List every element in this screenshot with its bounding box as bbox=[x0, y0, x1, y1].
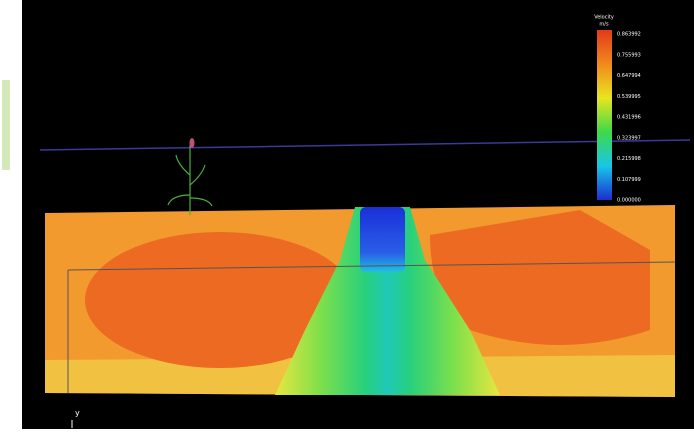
legend-label: 0.755993 bbox=[617, 52, 641, 58]
simulation-view: Velocity m/s 0.863992 0.755993 0.647994 0.5… bbox=[0, 0, 694, 429]
legend-label: 0.215998 bbox=[617, 156, 641, 162]
axis-label: y bbox=[75, 409, 80, 418]
legend-label: 0.000000 bbox=[617, 198, 641, 204]
legend-label: 0.539995 bbox=[617, 94, 641, 100]
colorbar bbox=[597, 30, 612, 200]
legend-title: Velocity bbox=[594, 15, 614, 21]
legend-labels: 0.863992 0.755993 0.647994 0.539995 0.431996… bbox=[617, 32, 641, 204]
legend-unit: m/s bbox=[599, 22, 609, 28]
page: Velocity m/s 0.863992 0.755993 0.647994 0.5… bbox=[0, 0, 694, 429]
left-margin bbox=[0, 0, 22, 429]
plant-flower bbox=[190, 138, 195, 148]
inlet-core bbox=[360, 207, 405, 272]
legend-label: 0.323997 bbox=[617, 135, 641, 141]
legend-label: 0.107999 bbox=[617, 177, 641, 183]
legend-label: 0.647994 bbox=[617, 73, 641, 79]
legend-label: 0.431996 bbox=[617, 115, 641, 121]
margin-smudge bbox=[2, 80, 10, 170]
legend-label: 0.863992 bbox=[617, 32, 641, 38]
